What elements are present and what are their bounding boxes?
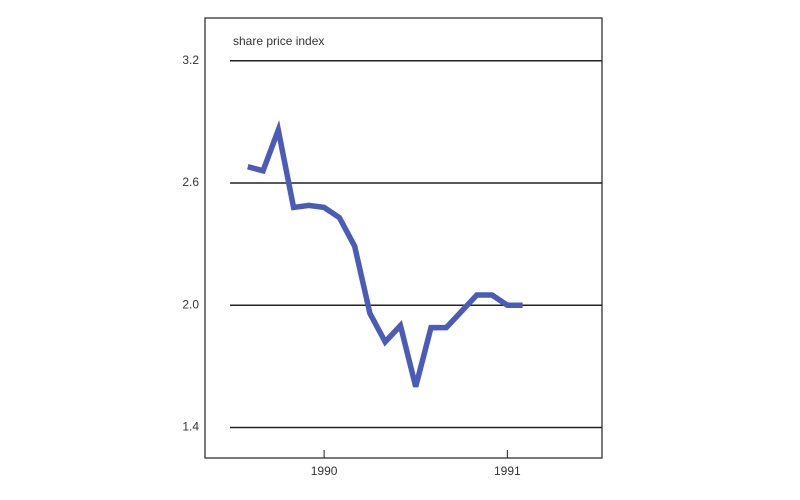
x-tick-label: 1991 <box>494 464 521 478</box>
y-axis-label: share price index <box>233 34 324 48</box>
y-tick-label: 3.2 <box>182 53 199 67</box>
line <box>247 120 523 388</box>
plot-frame <box>204 17 603 459</box>
y-tick-label: 1.4 <box>182 420 199 434</box>
x-tick-label: 1990 <box>311 464 338 478</box>
y-tick-label: 2.6 <box>182 175 199 189</box>
y-tick-label: 2.0 <box>182 297 199 311</box>
